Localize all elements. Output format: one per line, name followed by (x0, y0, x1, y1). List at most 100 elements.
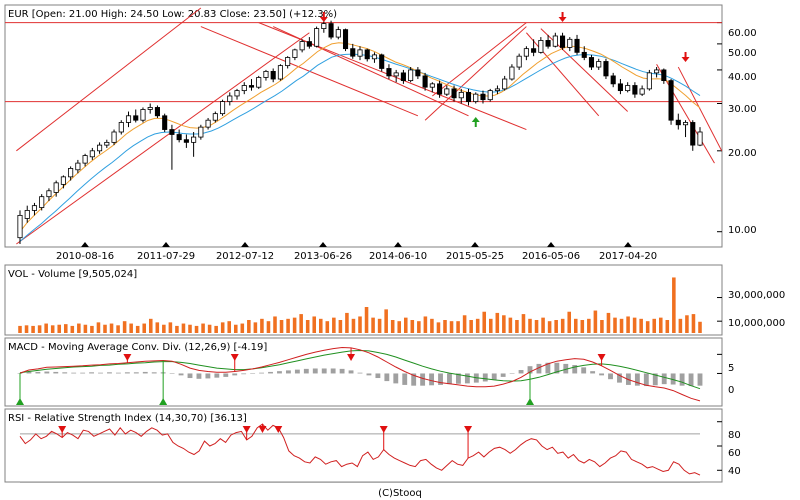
volume-bar (44, 323, 48, 333)
volume-panel-title: VOL - Volume [9,505,024] (8, 269, 137, 280)
macd-buy-marker (526, 398, 534, 405)
volume-bar (168, 322, 173, 333)
volume-bar (351, 318, 356, 333)
volume-bar (593, 310, 598, 333)
macd-histogram-bar (375, 373, 381, 379)
candle-body (473, 93, 479, 102)
rsi-overbought-marker (58, 426, 67, 433)
volume-bar (371, 317, 375, 333)
trend-channel-line (677, 66, 723, 152)
volume-bar (652, 318, 657, 333)
rsi-overbought-marker (242, 426, 251, 433)
macd-histogram-bar (643, 373, 649, 387)
candle-body (422, 75, 428, 88)
volume-bar (188, 324, 192, 333)
macd-histogram-bar (232, 373, 238, 376)
y-tick-label: 40.00 (728, 72, 757, 83)
candle-body (458, 91, 464, 99)
volume-bar (57, 324, 62, 333)
candle-body (379, 54, 385, 69)
macd-histogram-bar (491, 373, 497, 380)
volume-bar (305, 320, 310, 333)
candle-body (408, 69, 414, 82)
volume-bar (227, 321, 232, 333)
volume-bar (96, 322, 101, 333)
candle-body (668, 80, 674, 121)
macd-histogram-bar (384, 373, 390, 382)
trend-channel-line (424, 26, 527, 121)
macd-buy-marker (16, 398, 24, 405)
candle-body (697, 131, 703, 146)
volume-bar (207, 324, 212, 333)
macd-histogram-bar (44, 371, 50, 374)
y-tick-label: 0 (728, 385, 734, 396)
volume-bar (691, 314, 696, 333)
volume-bar (456, 321, 460, 333)
candle-body (162, 115, 168, 130)
volume-bar (685, 315, 689, 333)
x-tick-label: 2010-08-16 (56, 251, 114, 262)
volume-bar (417, 321, 421, 333)
candle-body (292, 49, 298, 58)
candle-body (632, 85, 638, 95)
price-panel-title: EUR [Open: 21.00 High: 24.50 Low: 20.83 … (8, 9, 337, 20)
y-tick-label: 50.00 (728, 48, 757, 59)
volume-bar (312, 316, 317, 333)
candle-body (675, 119, 681, 126)
candle-body (125, 115, 132, 123)
macd-histogram-bar (142, 371, 148, 374)
price-plot (5, 7, 723, 247)
buy-signal-arrow (471, 117, 480, 122)
volume-bar (639, 318, 643, 333)
volume-bar (201, 323, 205, 333)
macd-histogram-bar (554, 362, 560, 374)
macd-histogram-bar (115, 372, 121, 374)
volume-bar (233, 324, 238, 333)
macd-sell-marker (347, 354, 356, 361)
candle-body (176, 134, 182, 141)
macd-histogram-bar (71, 372, 77, 374)
volume-bar (247, 320, 251, 333)
volume-bar (240, 323, 245, 333)
x-tick-marker (319, 242, 327, 247)
candle-body (393, 72, 399, 77)
macd-histogram-bar (617, 373, 622, 383)
macd-histogram-bar (285, 370, 291, 374)
candle-body (212, 113, 218, 121)
candle-body (690, 122, 696, 146)
volume-bar (443, 320, 447, 333)
volume-bar (70, 325, 75, 333)
candle-body (314, 28, 320, 47)
volume-bar (142, 323, 147, 333)
candle-body (263, 70, 269, 78)
candle-body (335, 29, 341, 38)
macd-histogram-bar (178, 373, 184, 376)
macd-histogram-bar (402, 373, 408, 385)
macd-histogram-bar (518, 370, 524, 374)
volume-bar (678, 318, 683, 333)
candle-body (133, 115, 139, 121)
volume-bar (449, 321, 454, 333)
x-tick-label: 2017-04-20 (599, 251, 657, 262)
candle-body (502, 78, 508, 90)
candle-body (241, 85, 247, 92)
macd-histogram-bar (339, 368, 345, 374)
volume-bar (482, 311, 487, 333)
candle-body (191, 136, 197, 143)
macd-histogram-bar (420, 373, 426, 386)
macd-histogram-bar (634, 373, 640, 386)
macd-histogram-bar (124, 372, 130, 374)
candle-body (24, 210, 30, 219)
candle-body (183, 139, 189, 143)
volume-bar (318, 318, 323, 333)
macd-histogram-bar (366, 373, 372, 376)
trend-channel-line (258, 22, 527, 131)
volume-bar (122, 321, 127, 333)
macd-histogram-bar (608, 373, 613, 380)
macd-histogram-bar (688, 373, 694, 387)
candle-body (256, 77, 262, 88)
candle-body (400, 72, 406, 82)
candle-body (560, 35, 566, 48)
volume-bar (600, 320, 604, 333)
